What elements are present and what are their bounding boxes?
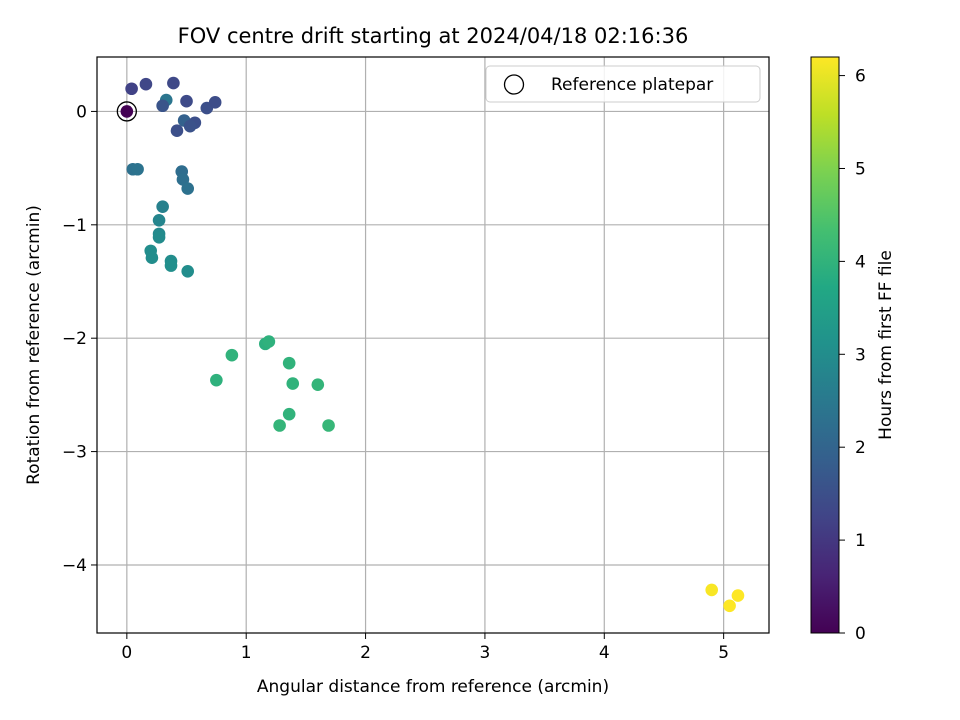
data-point	[208, 96, 222, 109]
data-point	[731, 589, 745, 602]
data-point	[181, 264, 195, 278]
data-point	[156, 99, 169, 113]
x-axis-label: Angular distance from reference (arcmin)	[257, 677, 609, 697]
chart-title: FOV centre drift starting at 2024/04/18 …	[178, 24, 689, 48]
data-point	[225, 348, 239, 362]
colorbar-tick-label: 2	[855, 438, 866, 458]
data-point	[210, 373, 223, 387]
colorbar-tick-label: 4	[855, 252, 866, 272]
data-point	[152, 230, 166, 244]
data-point	[723, 599, 736, 613]
data-point	[180, 94, 193, 108]
data-point	[262, 335, 276, 348]
colorbar-tick-label: 6	[855, 67, 866, 87]
data-point	[139, 77, 153, 91]
data-point	[145, 251, 159, 264]
data-point	[131, 162, 144, 176]
scatter-points	[116, 76, 745, 613]
colorbar-tick-label: 5	[855, 159, 866, 179]
data-point	[322, 419, 335, 432]
data-point	[311, 378, 325, 391]
legend: Reference platepar	[485, 65, 761, 103]
colorbar-label: Hours from first FF file	[876, 250, 896, 440]
data-point	[181, 182, 195, 195]
data-point	[282, 356, 296, 370]
reference-platepar-marker	[116, 101, 137, 122]
legend-entry-reference: Reference platepar	[551, 75, 713, 95]
data-point	[286, 377, 300, 390]
x-tick-label: 2	[360, 643, 371, 663]
y-tick-label: −3	[62, 443, 87, 463]
data-point	[183, 119, 197, 133]
x-tick-label: 5	[718, 643, 729, 663]
x-tick-label: 3	[480, 643, 491, 663]
y-tick-label: −4	[62, 556, 87, 576]
data-point	[164, 259, 178, 272]
data-point	[156, 200, 169, 213]
data-point	[152, 213, 166, 227]
y-axis-label: Rotation from reference (arcmin)	[24, 205, 44, 485]
x-tick-label: 1	[241, 643, 252, 663]
colorbar-tick-label: 3	[855, 345, 866, 365]
x-axis-ticks: 0 1 2 3 4 5	[121, 633, 729, 663]
x-tick-label: 0	[121, 643, 132, 663]
legend-box	[485, 65, 761, 103]
data-point	[273, 419, 286, 432]
data-point	[705, 583, 719, 597]
x-tick-label: 4	[599, 643, 610, 663]
colorbar-ticks: 0 1 2 3 4 5 6	[839, 67, 866, 644]
colorbar-tick-label: 0	[855, 624, 866, 644]
grid	[97, 57, 769, 633]
data-point	[125, 82, 138, 96]
plot-frame	[96, 56, 770, 634]
legend-reference-marker	[503, 74, 525, 95]
y-axis-ticks: 0 −1 −2 −3 −4	[62, 102, 97, 576]
y-tick-label: −1	[62, 216, 87, 236]
colorbar	[810, 56, 840, 634]
data-point	[167, 76, 180, 90]
y-tick-label: −2	[62, 329, 87, 349]
data-point	[282, 407, 296, 421]
data-point	[170, 124, 184, 138]
reference-data-point	[120, 105, 134, 118]
colorbar-tick-label: 1	[855, 531, 866, 551]
y-tick-label: 0	[76, 102, 87, 122]
